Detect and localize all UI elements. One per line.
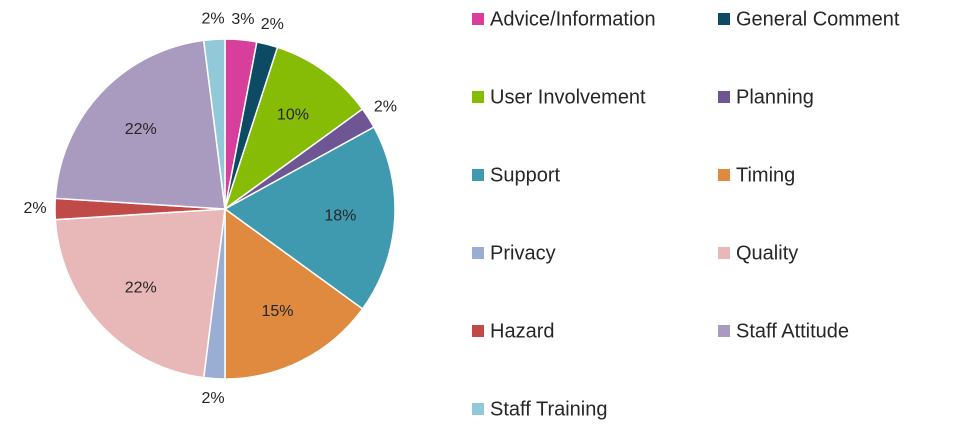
data-label: 2% bbox=[202, 390, 225, 407]
data-label: 10% bbox=[277, 107, 309, 124]
data-label: 2% bbox=[374, 98, 397, 115]
pie-slice bbox=[202, 38, 226, 210]
legend-swatch bbox=[718, 247, 730, 259]
data-label: 18% bbox=[324, 207, 356, 224]
legend-swatch bbox=[718, 13, 730, 25]
legend-label: Privacy bbox=[490, 242, 556, 264]
legend-swatch bbox=[472, 325, 484, 337]
data-label: 2% bbox=[23, 200, 46, 217]
data-label: 2% bbox=[261, 16, 284, 33]
legend-swatch bbox=[472, 91, 484, 103]
legend-label: Support bbox=[490, 164, 560, 186]
pie-slice bbox=[223, 126, 396, 310]
legend-label: User Involvement bbox=[490, 86, 646, 108]
data-label: 3% bbox=[231, 11, 254, 28]
legend-swatch bbox=[472, 403, 484, 415]
data-label: 22% bbox=[125, 279, 157, 296]
legend-label: Hazard bbox=[490, 320, 554, 342]
legend-label: Planning bbox=[736, 86, 814, 108]
data-label: 2% bbox=[202, 11, 225, 28]
pie-slice bbox=[54, 208, 226, 379]
legend-label: Staff Attitude bbox=[736, 320, 849, 342]
legend-label: Staff Training bbox=[490, 398, 607, 420]
legend-label: Quality bbox=[736, 242, 798, 264]
data-label: 22% bbox=[125, 121, 157, 138]
legend-swatch bbox=[718, 169, 730, 181]
legend-swatch bbox=[472, 169, 484, 181]
pie-slice bbox=[54, 39, 226, 210]
data-label: 15% bbox=[261, 303, 293, 320]
legend-swatch bbox=[472, 247, 484, 259]
legend-label: Timing bbox=[736, 164, 795, 186]
legend-swatch bbox=[718, 325, 730, 337]
legend-label: Advice/Information bbox=[490, 8, 656, 30]
legend-label: General Comment bbox=[736, 8, 900, 30]
pie-slice bbox=[223, 46, 364, 211]
pie-slice bbox=[224, 207, 364, 380]
legend-swatch bbox=[472, 13, 484, 25]
legend-swatch bbox=[718, 91, 730, 103]
